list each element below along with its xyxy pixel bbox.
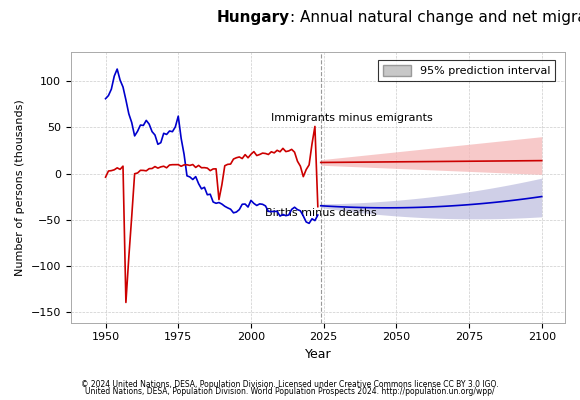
Text: United Nations, DESA, Population Division. World Population Prospects 2024. http: United Nations, DESA, Population Divisio… (85, 387, 495, 396)
Text: Immigrants minus emigrants: Immigrants minus emigrants (271, 113, 433, 123)
Title: Hungary: Annual natural change and net migration: Hungary: Annual natural change and net m… (123, 33, 513, 48)
Text: Births minus deaths: Births minus deaths (266, 208, 377, 218)
Text: Hungary: Hungary (217, 10, 290, 25)
Y-axis label: Number of persons (thousands): Number of persons (thousands) (15, 99, 25, 276)
Legend: 95% prediction interval: 95% prediction interval (378, 60, 554, 80)
Text: © 2024 United Nations, DESA, Population Division. Licensed under Creative Common: © 2024 United Nations, DESA, Population … (81, 380, 499, 389)
Text: : Annual natural change and net migration: : Annual natural change and net migratio… (290, 10, 580, 25)
X-axis label: Year: Year (304, 348, 331, 361)
